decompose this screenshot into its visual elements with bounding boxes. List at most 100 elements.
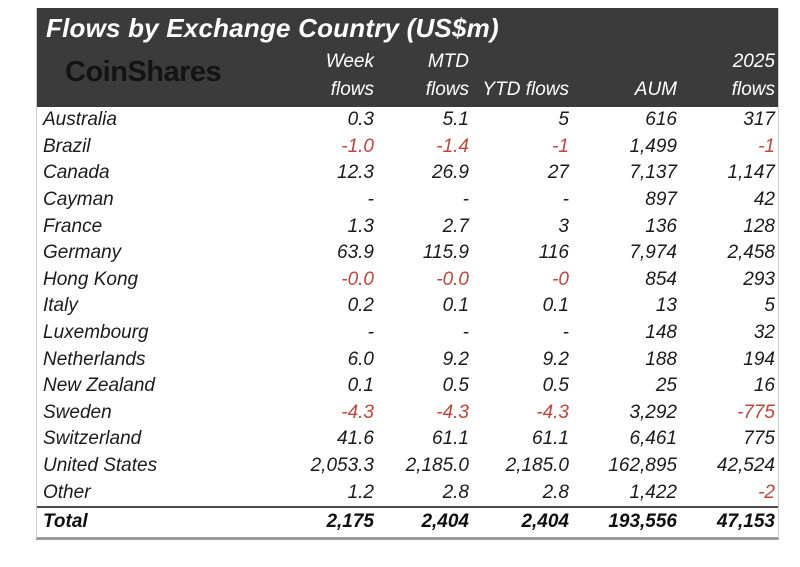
value-cell: 9.2 xyxy=(542,348,569,370)
value-cell: -1 xyxy=(552,135,569,157)
value-cell: 293 xyxy=(743,268,775,290)
total-row: Total 2,175 2,404 2,404 193,556 47,153 xyxy=(37,505,778,537)
column-header-line: Week xyxy=(325,51,374,72)
value-cell: 897 xyxy=(645,189,677,211)
value-cell: -0.0 xyxy=(341,268,374,290)
table-row: Germany 63.9 115.9 116 7,974 2,458 xyxy=(37,240,778,267)
table-body: Australia 0.3 5.1 5 616 317 Brazil -1.0 -1.4 -1 1,… xyxy=(37,107,778,506)
column-header-line: flows xyxy=(731,79,775,100)
value-cell: 25 xyxy=(655,375,677,397)
column-header-2025-flows: 2025 flows xyxy=(680,48,778,104)
total-ytd-flows: 2,404 xyxy=(521,511,569,533)
value-cell: 616 xyxy=(645,109,677,131)
value-cell: 0.1 xyxy=(542,295,569,317)
value-cell: -775 xyxy=(736,401,775,423)
value-cell: 9.2 xyxy=(442,348,469,370)
country-cell: Sweden xyxy=(43,401,112,423)
value-cell: 2,458 xyxy=(727,242,775,264)
value-cell: 1.2 xyxy=(347,481,374,503)
table-row: Hong Kong -0.0 -0.0 -0 854 293 xyxy=(37,267,778,294)
country-cell: France xyxy=(43,215,103,237)
value-cell: -0.0 xyxy=(436,268,469,290)
total-label: Total xyxy=(43,511,88,533)
column-header-line: flows xyxy=(330,79,374,100)
value-cell: 0.3 xyxy=(347,109,374,131)
value-cell: 0.5 xyxy=(442,375,469,397)
column-header-line: MTD xyxy=(427,51,469,72)
country-cell: Brazil xyxy=(43,135,91,157)
value-cell: 1,422 xyxy=(629,481,677,503)
value-cell: 162,895 xyxy=(608,455,677,477)
value-cell: - xyxy=(462,189,469,211)
value-cell: 3,292 xyxy=(629,401,677,423)
country-cell: Italy xyxy=(43,295,78,317)
table-row: France 1.3 2.7 3 136 128 xyxy=(37,213,778,240)
column-header-mtd-flows: MTD flows xyxy=(377,48,472,104)
value-cell: 16 xyxy=(753,375,775,397)
country-cell: Cayman xyxy=(43,189,114,211)
value-cell: 2.7 xyxy=(442,215,469,237)
value-cell: 116 xyxy=(538,242,569,264)
value-cell: -4.3 xyxy=(436,401,469,423)
total-mtd-flows: 2,404 xyxy=(421,511,469,533)
value-cell: 13 xyxy=(655,295,677,317)
value-cell: 2.8 xyxy=(542,481,569,503)
value-cell: 0.1 xyxy=(347,375,374,397)
value-cell: -0 xyxy=(552,268,569,290)
value-cell: -1.0 xyxy=(341,135,374,157)
value-cell: 5 xyxy=(558,109,569,131)
value-cell: -4.3 xyxy=(536,401,569,423)
country-cell: New Zealand xyxy=(43,375,155,397)
value-cell: 5 xyxy=(764,295,775,317)
value-cell: 6.0 xyxy=(347,348,374,370)
table-row: Cayman - - - 897 42 xyxy=(37,187,778,214)
column-header-line: AUM xyxy=(634,79,677,100)
coinshares-logo: CoinShares xyxy=(65,56,222,88)
value-cell: 194 xyxy=(743,348,775,370)
value-cell: 0.1 xyxy=(442,295,469,317)
value-cell: 188 xyxy=(645,348,677,370)
value-cell: 42,524 xyxy=(716,455,775,477)
table-row: United States 2,053.3 2,185.0 2,185.0 162,89… xyxy=(37,453,778,480)
column-header-row: CoinShares Week flows MTD flows YTD flow… xyxy=(37,48,778,107)
value-cell: - xyxy=(367,189,374,211)
column-header-line: flows xyxy=(425,79,469,100)
value-cell: 115.9 xyxy=(422,242,469,264)
country-cell: Canada xyxy=(43,162,110,184)
value-cell: 2,185.0 xyxy=(405,455,469,477)
value-cell: 2.8 xyxy=(442,481,469,503)
value-cell: 128 xyxy=(743,215,775,237)
country-cell: Other xyxy=(43,481,91,503)
value-cell: 1,499 xyxy=(629,135,677,157)
value-cell: 317 xyxy=(743,109,775,131)
table-row: Switzerland 41.6 61.1 61.1 6,461 775 xyxy=(37,426,778,453)
table-title: Flows by Exchange Country (US$m) xyxy=(46,12,499,43)
value-cell: -1 xyxy=(758,135,775,157)
value-cell: - xyxy=(462,322,469,344)
value-cell: 854 xyxy=(645,268,677,290)
value-cell: 41.6 xyxy=(337,428,374,450)
value-cell: 7,974 xyxy=(629,242,677,264)
value-cell: 61.1 xyxy=(532,428,569,450)
country-cell: Switzerland xyxy=(43,428,142,450)
country-cell: Germany xyxy=(43,242,122,264)
value-cell: 0.2 xyxy=(347,295,374,317)
table-row: New Zealand 0.1 0.5 0.5 25 16 xyxy=(37,373,778,400)
table-row: Italy 0.2 0.1 0.1 13 5 xyxy=(37,293,778,320)
total-week-flows: 2,175 xyxy=(326,511,374,533)
value-cell: - xyxy=(562,189,569,211)
table-row: Netherlands 6.0 9.2 9.2 188 194 xyxy=(37,346,778,373)
table-row: Brazil -1.0 -1.4 -1 1,499 -1 xyxy=(37,134,778,161)
country-cell: Australia xyxy=(43,109,117,131)
value-cell: - xyxy=(562,322,569,344)
column-header-ytd-flows: YTD flows xyxy=(472,76,572,104)
country-cell: United States xyxy=(43,455,158,477)
value-cell: 3 xyxy=(558,215,569,237)
value-cell: 27 xyxy=(547,162,569,184)
logo-cell: CoinShares xyxy=(37,58,280,94)
table-row: Other 1.2 2.8 2.8 1,422 -2 xyxy=(37,479,778,506)
value-cell: 2,053.3 xyxy=(310,455,374,477)
table-row: Canada 12.3 26.9 27 7,137 1,147 xyxy=(37,160,778,187)
value-cell: -1.4 xyxy=(436,135,469,157)
